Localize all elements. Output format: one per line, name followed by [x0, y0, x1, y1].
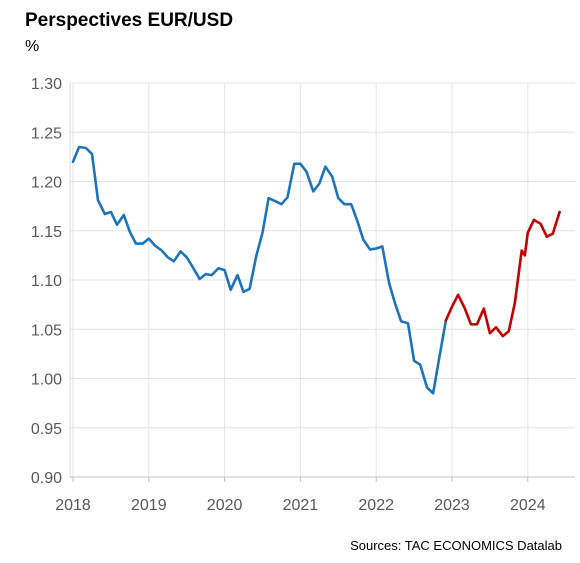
historical-series-line [71, 145, 448, 395]
y-tick-label: 1.05 [31, 322, 62, 339]
chart-title: Perspectives EUR/USD [25, 10, 234, 31]
forecast-series-line [444, 210, 561, 338]
y-tick-labels: 0.90 0.95 1.00 1.05 1.10 1.15 1.20 1.25 1.30 [31, 76, 62, 487]
source-note: Sources: TAC ECONOMICS Datalab [350, 538, 562, 553]
x-tick-label: 2022 [358, 497, 394, 514]
axes [69, 83, 575, 482]
y-tick-label: 0.95 [31, 421, 62, 438]
x-tick-label: 2024 [510, 497, 546, 514]
x-tick-labels: 2018 2019 2020 2021 2022 2023 2024 [55, 497, 545, 514]
y-tick-label: 1.30 [31, 76, 62, 93]
y-tick-label: 1.25 [31, 125, 62, 142]
y-tick-label: 1.15 [31, 224, 62, 241]
y-tick-label: 1.10 [31, 273, 62, 290]
series-lines [71, 145, 561, 395]
x-tick-label: 2018 [55, 497, 91, 514]
y-tick-label: 1.00 [31, 372, 62, 389]
y-tick-label: 0.90 [31, 470, 62, 487]
x-tick-label: 2019 [131, 497, 167, 514]
x-tick-label: 2021 [283, 497, 319, 514]
x-tick-label: 2023 [434, 497, 470, 514]
y-tick-label: 1.20 [31, 175, 62, 192]
y-axis-unit: % [25, 38, 40, 55]
x-tick-label: 2020 [207, 497, 243, 514]
grid-lines [70, 82, 575, 477]
